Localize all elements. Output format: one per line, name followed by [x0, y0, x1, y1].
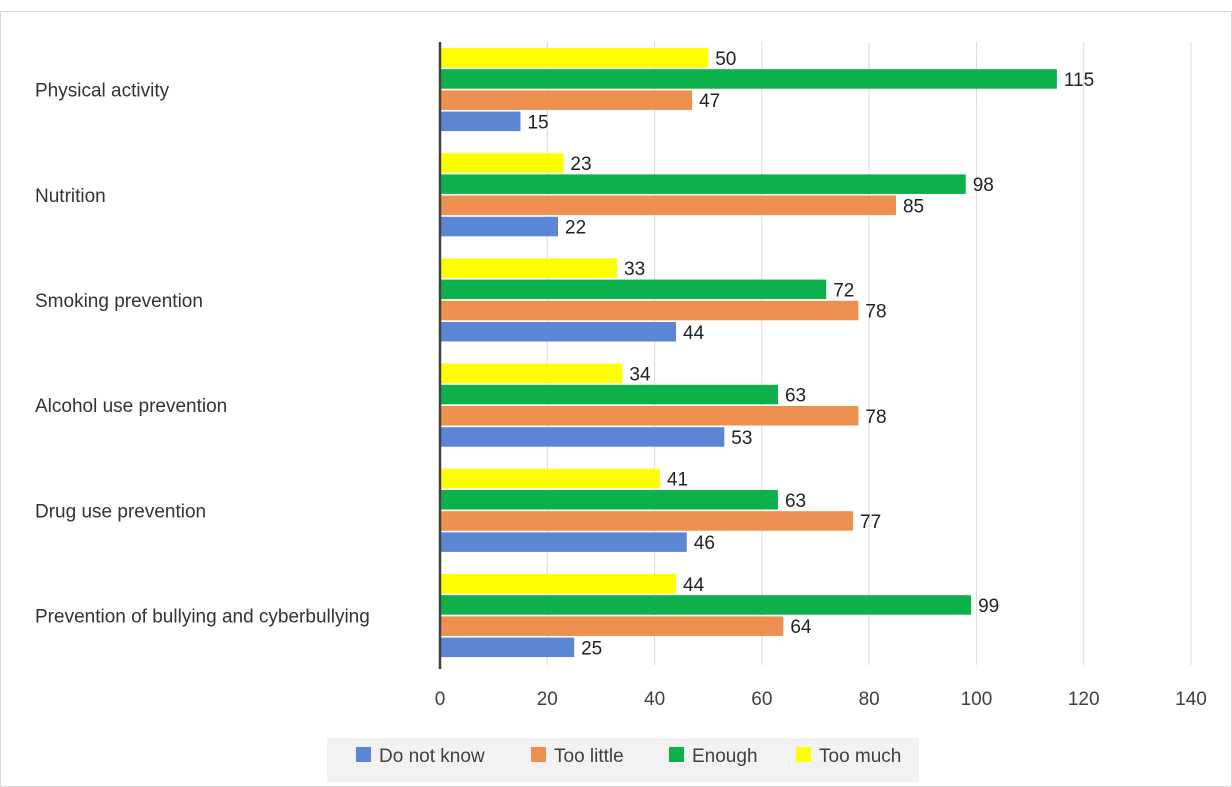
data-label: 72	[833, 280, 854, 301]
data-label: 77	[860, 512, 881, 533]
legend-label: Too much	[819, 746, 901, 767]
legend-swatch	[356, 747, 371, 762]
bar-enough-3	[440, 384, 778, 405]
bar-too-little-2	[440, 300, 859, 321]
bar-too-much-4	[440, 468, 660, 489]
bar-too-little-1	[440, 195, 896, 216]
legend-swatch	[796, 747, 811, 762]
bar-too-little-5	[440, 616, 784, 636]
data-label: 25	[581, 638, 602, 659]
data-label: 33	[624, 259, 645, 280]
category-label: Physical activity	[35, 81, 170, 102]
bar-enough-2	[440, 279, 827, 300]
x-tick-label: 80	[859, 689, 880, 710]
x-tick-label: 20	[537, 689, 558, 710]
category-label: Nutrition	[35, 186, 106, 207]
data-label: 78	[865, 302, 886, 323]
bar-too-little-0	[440, 90, 693, 110]
bar-do-not-know-3	[440, 427, 725, 447]
data-label: 99	[978, 596, 999, 617]
legend-background	[327, 738, 919, 782]
data-label: 78	[865, 407, 886, 428]
data-label: 115	[1064, 70, 1094, 91]
legend-swatch	[531, 747, 546, 762]
bar-too-much-2	[440, 258, 618, 278]
bar-enough-5	[440, 595, 972, 615]
category-label: Drug use prevention	[35, 501, 206, 522]
data-label: 44	[683, 575, 705, 596]
data-label: 63	[785, 491, 806, 512]
bar-enough-1	[440, 174, 966, 194]
category-label: Prevention of bullying and cyberbullying	[35, 607, 370, 628]
data-label: 23	[570, 154, 591, 175]
data-label: 53	[731, 428, 752, 449]
data-label: 47	[699, 91, 720, 112]
x-tick-label: 120	[1068, 689, 1100, 710]
bar-too-little-4	[440, 511, 854, 531]
data-label: 41	[667, 470, 688, 491]
data-label: 15	[527, 112, 548, 133]
legend-label: Enough	[692, 746, 758, 767]
bar-do-not-know-1	[440, 216, 559, 237]
x-tick-label: 140	[1175, 689, 1207, 710]
bar-do-not-know-2	[440, 322, 677, 342]
data-label: 44	[683, 323, 705, 344]
data-label: 46	[694, 533, 715, 554]
bar-too-little-3	[440, 406, 859, 426]
bar-do-not-know-5	[440, 637, 575, 658]
x-tick-label: 0	[435, 689, 446, 710]
data-label: 64	[790, 617, 812, 638]
data-label: 63	[785, 386, 806, 407]
bar-too-much-1	[440, 153, 564, 173]
legend-swatch	[669, 747, 684, 762]
x-tick-label: 40	[644, 689, 665, 710]
bar-enough-0	[440, 69, 1057, 89]
bar-do-not-know-4	[440, 532, 687, 552]
bar-too-much-0	[440, 48, 709, 68]
data-label: 85	[903, 196, 924, 217]
data-label: 34	[629, 364, 651, 385]
x-tick-label: 60	[751, 689, 772, 710]
category-label: Smoking prevention	[35, 291, 203, 312]
legend-label: Too little	[554, 746, 624, 767]
bar-too-much-5	[440, 574, 677, 594]
x-tick-label: 100	[961, 689, 993, 710]
data-label: 98	[973, 175, 994, 196]
data-label: 50	[715, 49, 736, 70]
bar-enough-4	[440, 490, 778, 510]
category-label: Alcohol use prevention	[35, 396, 227, 417]
legend-label: Do not know	[379, 746, 485, 767]
data-label: 22	[565, 218, 586, 239]
bar-too-much-3	[440, 363, 623, 384]
bar-do-not-know-0	[440, 111, 521, 132]
